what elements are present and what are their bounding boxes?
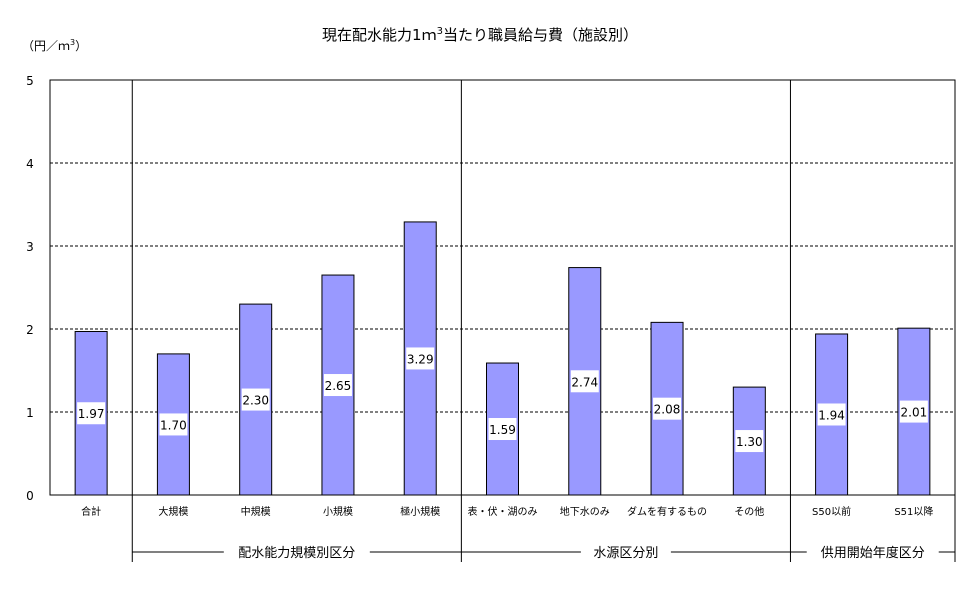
data-label-box — [817, 403, 846, 426]
x-tick-label: 中規模 — [241, 505, 271, 518]
chart-title: 現在配水能力1ｍ3当たり職員給与費（施設別） — [322, 26, 638, 44]
data-label-box — [323, 374, 352, 397]
data-label: 1.97 — [78, 407, 105, 421]
y-tick-label: 4 — [26, 157, 34, 171]
chart-title-suffix: 当たり職員給与費（施設別） — [443, 26, 638, 44]
x-tick-label: 小規模 — [323, 506, 353, 518]
group-separators — [131, 80, 956, 562]
y-axis-unit-superscript: 3 — [70, 38, 75, 47]
y-tick-label: 1 — [26, 406, 34, 420]
bars: 1.97 1.70 2.30 2.65 3.29 1.59 2.74 2.08 1.30 1.94… — [74, 221, 931, 496]
y-axis-unit-suffix: ） — [75, 39, 87, 53]
y-tick-label: 5 — [26, 74, 34, 88]
group-label: 配水能力規模別区分 — [238, 546, 355, 561]
data-label: 1.30 — [736, 435, 763, 449]
x-tick-label: 地下水のみ — [560, 505, 610, 518]
group-label: 水源区分別 — [593, 546, 658, 561]
data-label: 1.94 — [818, 408, 845, 422]
data-label: 2.08 — [654, 403, 681, 417]
data-label: 2.01 — [901, 406, 928, 420]
y-axis-unit-prefix: （円／ｍ — [22, 39, 70, 53]
plot-frame — [49, 79, 956, 496]
data-label-box — [735, 430, 764, 453]
data-label: 1.70 — [160, 418, 187, 432]
x-tick-label: 大規模 — [158, 505, 188, 518]
y-tick-label: 0 — [26, 489, 34, 503]
data-label-box — [406, 347, 435, 370]
data-label: 3.29 — [407, 352, 434, 366]
data-label-box — [241, 388, 270, 411]
data-label: 2.74 — [571, 375, 598, 389]
y-tick-label: 3 — [26, 240, 34, 254]
data-label: 2.30 — [242, 394, 269, 408]
chart-title-main: 現在配水能力1ｍ — [322, 26, 437, 44]
y-tick-label: 2 — [26, 323, 34, 337]
data-label-box — [570, 370, 599, 393]
x-tick-label: 極小規模 — [400, 505, 440, 518]
x-tick-label: S51以降 — [894, 505, 933, 518]
x-axis-labels: 合計 大規模 中規模 小規模 極小規模 表・伏・湖のみ 地下水のみ ダムを有するもの その他 S5… — [81, 505, 933, 518]
data-label: 2.65 — [325, 379, 352, 393]
x-tick-label: S50以前 — [812, 505, 851, 518]
data-label-box — [77, 402, 106, 425]
group-labels: 配水能力規模別区分 水源区分別 供用開始年度区分 — [132, 545, 955, 561]
data-label-box — [159, 413, 188, 436]
y-axis-unit-label: （円／ｍ3） — [22, 38, 87, 53]
chart-title-superscript: 3 — [437, 26, 443, 37]
x-tick-label: その他 — [734, 505, 764, 518]
data-label: 1.59 — [489, 423, 516, 437]
x-tick-label: 合計 — [81, 505, 101, 518]
y-axis-ticks: 0 1 2 3 4 5 — [26, 74, 34, 503]
group-label: 供用開始年度区分 — [821, 545, 925, 561]
data-label-box — [899, 400, 928, 423]
data-label-box — [653, 397, 682, 420]
data-label-box — [488, 418, 517, 441]
x-tick-label: 表・伏・湖のみ — [468, 505, 538, 518]
x-tick-label: ダムを有するもの — [627, 505, 707, 518]
